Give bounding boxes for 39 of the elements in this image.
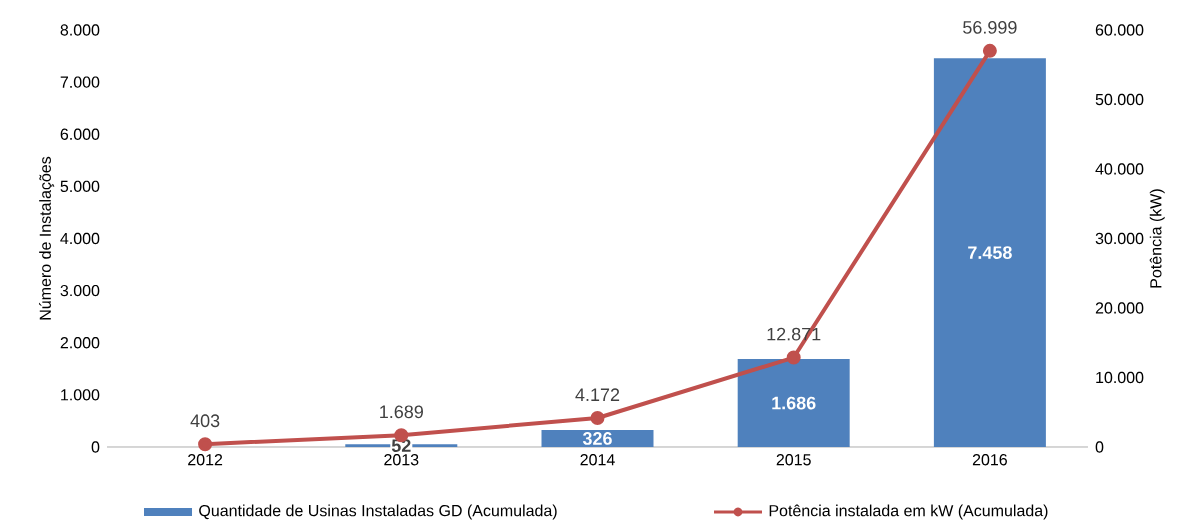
- point: [982, 43, 997, 58]
- data-label: 1.686: [772, 396, 816, 410]
- x-tick-label: 2016: [972, 454, 1007, 466]
- y-tick-label: 0: [91, 441, 100, 453]
- y2-axis-title: Potência (kW): [1149, 189, 1165, 288]
- data-label: 1.689: [380, 405, 423, 419]
- y-tick-label: 1.000: [61, 389, 100, 401]
- legend-label: Quantidade de Usinas Instaladas GD (Acumulada): [199, 504, 557, 520]
- y2-tick-label: 40.000: [1095, 163, 1144, 175]
- y2-tick-label: 10.000: [1096, 371, 1144, 384]
- data-label: 403: [190, 414, 220, 428]
- legend-label: Potência instalada em kW (Acumulada): [769, 504, 1048, 520]
- y-axis-title: Número de Instalações: [38, 156, 55, 320]
- bar: [541, 429, 654, 447]
- y-tick-label: 3.000: [60, 284, 100, 297]
- y2-tick-label: 60.000: [1095, 24, 1144, 36]
- data-label: 56.999: [963, 21, 1017, 34]
- x-tick-label: 2012: [188, 454, 223, 466]
- y-tick-label: 5.000: [60, 180, 100, 193]
- bar: [933, 58, 1046, 447]
- point: [786, 350, 801, 365]
- y2-tick-label: 0: [1095, 441, 1104, 453]
- bar: [737, 359, 850, 447]
- y2-tick-label: 30.000: [1095, 232, 1144, 245]
- y2-tick-label: 20.000: [1095, 302, 1144, 314]
- y-tick-label: 7.000: [60, 76, 100, 88]
- y-tick-label: 8.000: [60, 24, 100, 36]
- data-label: 326: [582, 432, 612, 445]
- y2-tick-label: 50.000: [1095, 93, 1144, 106]
- data-label: 7.458: [968, 246, 1012, 259]
- x-tick-label: 2015: [776, 454, 811, 466]
- y-tick-label: 2.000: [60, 337, 100, 349]
- y-tick-label: 4.000: [60, 232, 100, 245]
- point: [590, 410, 605, 425]
- y-tick-label: 6.000: [60, 128, 100, 140]
- x-tick-label: 2014: [580, 454, 615, 466]
- x-tick-label: 2013: [384, 454, 419, 466]
- point: [198, 437, 213, 452]
- data-label: 4.172: [575, 388, 620, 401]
